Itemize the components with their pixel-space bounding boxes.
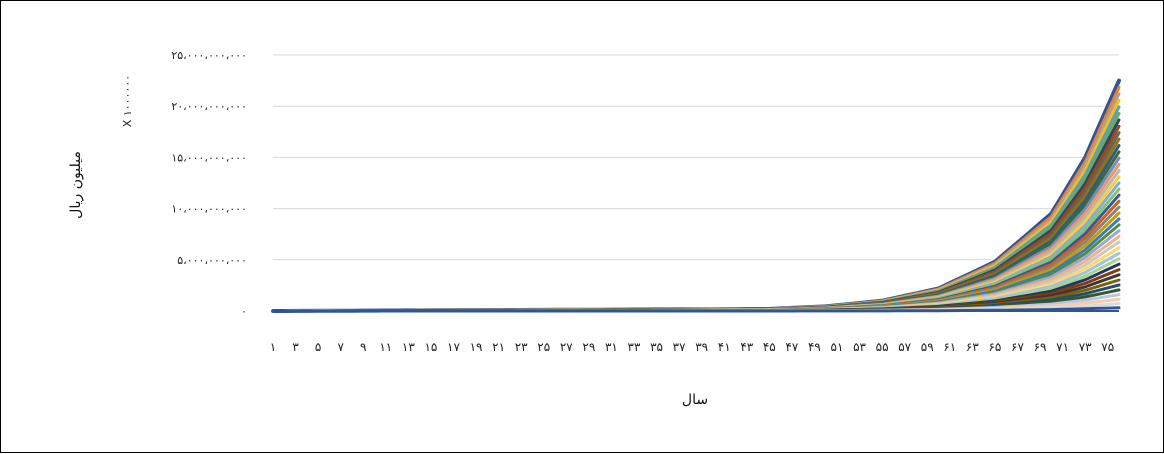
x-tick-label: ۶۷: [1011, 340, 1024, 354]
x-tick-label: ۲۳: [515, 340, 528, 354]
x-tick-label: ۳۱: [605, 340, 618, 354]
x-tick-label: ۱: [270, 340, 276, 354]
x-tick-label: ۲۱: [492, 340, 505, 354]
x-tick-labels: ۱ ۳ ۵ ۷ ۹ ۱۱ ۱۳ ۱۵ ۱۷ ۱۹ ۲۱ ۲۳ ۲۵ ۲۷ ۲۹ ۳۱ ۳۳ ۳۵ ۳۷ ۳۹ ۴۱ ۴۳ ۴…: [270, 340, 1114, 354]
x-tick-label: ۲۷: [560, 340, 573, 354]
y-tick-labels: ۰ ۵،۰۰۰،۰۰۰،۰۰۰ ۱۰،۰۰۰،۰۰۰،۰۰۰ ۱۵،۰۰۰،۰۰۰،۰…: [171, 49, 247, 318]
x-tick-label: ۱۹: [470, 340, 483, 354]
y-tick-label: ۰: [241, 305, 247, 318]
y-axis-multiplier: X ۱۰۰۰۰۰۰: [121, 75, 134, 127]
x-tick-label: ۵۱: [831, 340, 844, 354]
y-tick-label: ۵،۰۰۰،۰۰۰،۰۰۰: [177, 254, 247, 267]
y-tick-label: ۱۰،۰۰۰،۰۰۰،۰۰۰: [171, 203, 247, 216]
x-tick-label: ۵۵: [876, 340, 889, 354]
x-axis-label: سال: [682, 392, 708, 408]
y-tick-label: ۲۵،۰۰۰،۰۰۰،۰۰۰: [171, 49, 247, 62]
y-tick-label: ۲۰،۰۰۰،۰۰۰،۰۰۰: [171, 100, 247, 113]
x-tick-label: ۵۳: [853, 340, 866, 354]
x-tick-label: ۱۷: [447, 340, 460, 354]
y-tick-label: ۱۵،۰۰۰،۰۰۰،۰۰۰: [171, 151, 247, 164]
x-tick-label: ۷۳: [1079, 340, 1092, 354]
x-tick-label: ۴۷: [785, 340, 798, 354]
series-areas: [271, 78, 1121, 313]
x-tick-label: ۶۵: [988, 340, 1001, 354]
x-tick-label: ۱۱: [379, 340, 392, 354]
x-tick-label: ۲۵: [537, 340, 550, 354]
x-tick-label: ۹: [360, 340, 366, 354]
x-tick-label: ۶۱: [943, 340, 956, 354]
x-tick-label: ۳: [292, 340, 299, 354]
x-tick-label: ۵: [315, 340, 321, 354]
x-tick-label: ۳۹: [695, 340, 708, 354]
x-tick-label: ۴۵: [763, 340, 776, 354]
x-tick-label: ۲۹: [582, 340, 595, 354]
x-tick-label: ۷۱: [1056, 340, 1069, 354]
y-axis-label: میلیون ریال: [68, 151, 84, 219]
x-tick-label: ۳۷: [673, 340, 686, 354]
x-tick-label: ۷: [337, 340, 344, 354]
x-tick-label: ۳۵: [650, 340, 663, 354]
x-tick-label: ۴۱: [718, 340, 731, 354]
x-tick-label: ۵۹: [921, 340, 934, 354]
x-tick-label: ۶۳: [966, 340, 979, 354]
x-tick-label: ۷۵: [1101, 340, 1114, 354]
x-tick-label: ۱۵: [424, 340, 437, 354]
x-tick-label: ۶۹: [1034, 340, 1047, 354]
x-tick-label: ۵۷: [898, 340, 911, 354]
x-tick-label: ۴۹: [808, 340, 821, 354]
x-tick-label: ۴۳: [740, 340, 753, 354]
x-tick-label: ۱۳: [402, 340, 415, 354]
x-tick-label: ۳۳: [628, 340, 641, 354]
